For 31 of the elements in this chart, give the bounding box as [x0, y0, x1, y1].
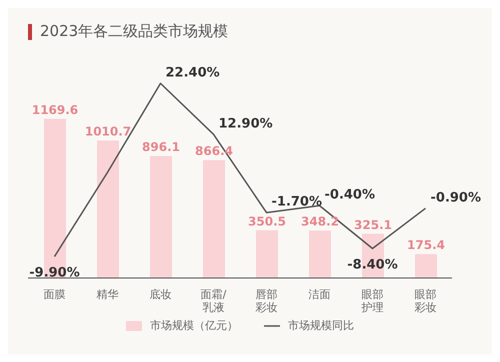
legend-label: 市场规模同比	[288, 318, 354, 333]
data-label: 1169.6	[32, 102, 78, 117]
data-label: 896.1	[142, 140, 180, 154]
bar	[150, 156, 172, 278]
data-label: -9.90%	[29, 266, 80, 281]
bar	[203, 160, 225, 278]
data-label: 325.1	[354, 218, 392, 232]
x-tick-label: 精华	[96, 288, 118, 301]
x-tick-label: 眼部彩妆	[414, 288, 436, 314]
x-tick-label: 面膜	[44, 288, 66, 301]
bar	[256, 230, 278, 278]
legend-label: 市场规模（亿元）	[150, 318, 238, 333]
data-label: 22.40%	[166, 65, 220, 80]
x-tick-label: 洁面	[308, 288, 330, 301]
x-tick-label: 底妆	[150, 288, 172, 301]
data-label: 350.5	[248, 214, 286, 228]
data-label: 1010.7	[84, 124, 132, 138]
x-tick-label: 面霜/乳液	[200, 288, 227, 314]
data-label: -8.40%	[347, 258, 398, 273]
x-tick-label: 眼部护理	[360, 288, 384, 314]
bar	[415, 254, 437, 278]
bar	[97, 140, 119, 278]
data-label: -1.70%	[272, 194, 322, 210]
data-label: 12.90%	[218, 116, 273, 132]
bar	[309, 230, 331, 278]
chart-title: 2023年各二级品类市场规模	[40, 22, 228, 41]
data-label: -0.40%	[324, 188, 375, 203]
x-tick-label: 唇部彩妆	[256, 288, 278, 314]
data-label: 348.2	[301, 214, 339, 229]
data-label: -0.90%	[430, 190, 481, 206]
data-label: 175.4	[407, 238, 445, 252]
